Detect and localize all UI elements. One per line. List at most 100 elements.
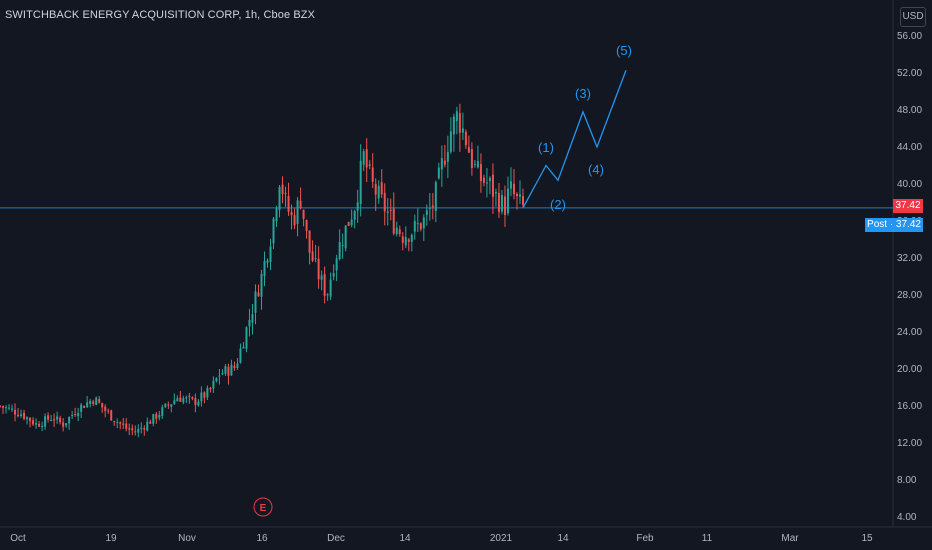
candle-body — [161, 407, 164, 417]
candle-body — [428, 208, 431, 210]
candle-body — [278, 186, 281, 210]
candle-body — [437, 167, 440, 179]
candle-body — [227, 366, 230, 376]
candle-body — [464, 131, 467, 146]
candle-body — [212, 380, 215, 389]
candle-body — [2, 406, 5, 408]
candle-body — [284, 192, 287, 195]
candle-body — [119, 422, 122, 424]
candle-body — [440, 158, 443, 170]
candle-body — [53, 419, 56, 421]
x-tick-label: Feb — [636, 533, 654, 544]
candle-body — [473, 164, 476, 166]
candle-body — [56, 416, 59, 420]
candle-body — [98, 398, 101, 403]
candle-body — [89, 401, 92, 404]
candle-body — [83, 406, 86, 408]
earnings-event-label: E — [260, 503, 267, 514]
candle-body — [215, 378, 218, 382]
candle-body — [476, 161, 479, 168]
wave-label: (4) — [588, 162, 604, 177]
candle-body — [29, 417, 32, 422]
candle-body — [500, 195, 503, 212]
x-tick-label: 16 — [256, 533, 268, 544]
wave-label: (5) — [616, 43, 632, 58]
candle-body — [0, 405, 1, 407]
candle-body — [77, 413, 80, 417]
candle-body — [242, 346, 245, 349]
wave-label: (1) — [538, 140, 554, 155]
candle-body — [389, 209, 392, 211]
y-tick-label: 56.00 — [897, 31, 922, 42]
y-tick-label: 20.00 — [897, 364, 922, 375]
candle-body — [221, 373, 224, 375]
candle-body — [332, 273, 335, 277]
y-tick-label: 4.00 — [897, 512, 917, 523]
candle-body — [182, 398, 185, 403]
candle-body — [236, 363, 239, 368]
candle-body — [410, 234, 413, 242]
candle-body — [230, 364, 233, 376]
candle-body — [107, 410, 110, 412]
candle-body — [140, 427, 143, 429]
candle-body — [287, 195, 290, 212]
y-tick-label: 28.00 — [897, 290, 922, 301]
candle-body — [446, 152, 449, 162]
candle-body — [194, 397, 197, 406]
candle-body — [152, 414, 155, 424]
candle-body — [8, 407, 11, 409]
candle-body — [515, 193, 518, 197]
candle-body — [263, 261, 266, 277]
currency-button[interactable]: USD — [900, 7, 926, 27]
candle-body — [251, 314, 254, 323]
candle-body — [5, 407, 8, 409]
candle-body — [386, 211, 389, 213]
candle-body — [467, 147, 470, 153]
candle-body — [218, 375, 221, 377]
candle-body — [383, 192, 386, 212]
candle-body — [269, 246, 272, 262]
candle-body — [164, 403, 167, 407]
symbol-title: SWITCHBACK ENERGY ACQUISITION CORP, 1h, … — [5, 9, 316, 21]
candle-body — [305, 220, 308, 231]
candle-body — [455, 111, 458, 122]
candle-body — [314, 258, 317, 260]
candle-body — [86, 402, 89, 407]
candle-body — [185, 397, 188, 399]
candle-body — [134, 431, 137, 433]
candle-body — [20, 414, 23, 416]
candle-body — [431, 205, 434, 208]
x-tick-label: 19 — [105, 533, 117, 544]
candle-body — [395, 227, 398, 234]
candle-body — [113, 421, 116, 423]
candle-body — [275, 208, 278, 222]
candle-body — [497, 193, 500, 213]
candle-body — [179, 397, 182, 402]
candle-body — [167, 404, 170, 406]
candle-body — [317, 258, 320, 280]
candle-body — [458, 112, 461, 133]
candle-body — [407, 239, 410, 242]
x-tick-label: Nov — [178, 533, 196, 544]
candle-body — [92, 401, 95, 404]
candle-body — [272, 218, 275, 244]
candle-body — [188, 395, 191, 397]
candle-body — [71, 414, 74, 416]
candle-body — [32, 420, 35, 425]
candle-body — [443, 160, 446, 165]
candle-body — [350, 219, 353, 226]
candle-body — [59, 417, 62, 423]
candle-body — [398, 229, 401, 235]
x-tick-label: Mar — [781, 533, 799, 544]
candle-body — [503, 196, 506, 215]
candle-body — [104, 406, 107, 411]
wave-label: (3) — [575, 86, 591, 101]
candle-body — [239, 348, 242, 363]
candle-body — [224, 366, 227, 374]
candle-body — [155, 413, 158, 419]
candle-body — [482, 177, 485, 183]
y-tick-label: 52.00 — [897, 68, 922, 79]
candle-body — [425, 210, 428, 215]
wave-label: (2) — [550, 197, 566, 212]
